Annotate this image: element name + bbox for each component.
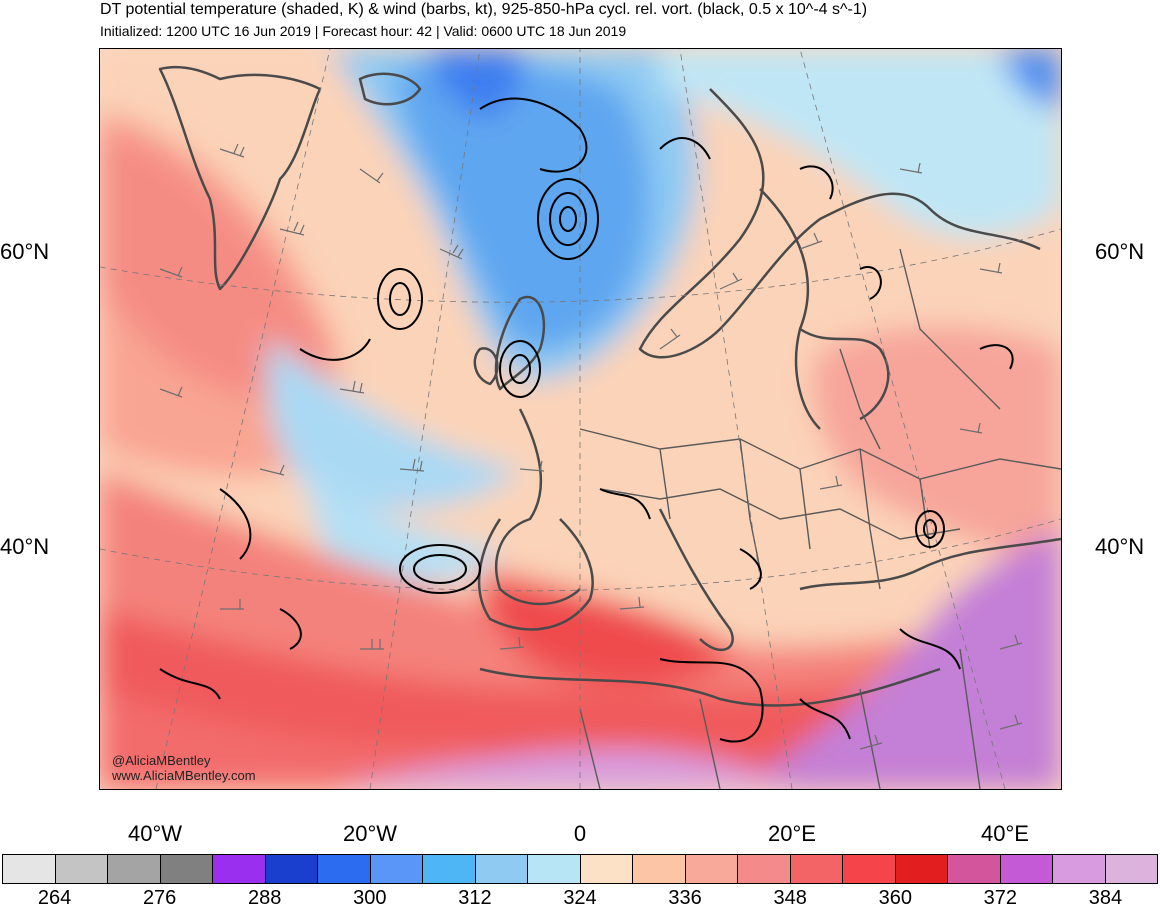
colorbar-cell	[842, 854, 895, 884]
colorbar-label: 360	[878, 887, 912, 909]
colorbar-cell	[264, 854, 317, 884]
lat-label-40n-right: 40°N	[1095, 534, 1145, 559]
colorbar-cell	[54, 854, 107, 884]
colorbar-cell	[947, 854, 1000, 884]
colorbar-cell	[107, 854, 160, 884]
lat-label-60n-right: 60°N	[1095, 239, 1145, 264]
vorticity-contours	[159, 97, 1014, 743]
colorbar-cell	[2, 854, 55, 884]
colorbar-label: 288	[248, 887, 282, 909]
colorbar-cell	[789, 854, 842, 884]
credit-website: www.AliciaMBentley.com	[112, 768, 256, 783]
colorbar-cell	[212, 854, 265, 884]
colorbar-cell	[474, 854, 527, 884]
map-title: DT potential temperature (shaded, K) & w…	[100, 1, 868, 18]
colorbar-cell	[579, 854, 632, 884]
colorbar-cell	[632, 854, 685, 884]
lon-label-20e: 20°E	[768, 821, 816, 846]
wind-barbs	[159, 143, 1023, 750]
theta-colorbar	[2, 854, 1158, 884]
colorbar-label: 348	[773, 887, 807, 909]
lon-label-40e: 40°E	[981, 821, 1029, 846]
colorbar-cell	[159, 854, 212, 884]
colorbar-label: 324	[563, 887, 597, 909]
colorbar-cell	[684, 854, 737, 884]
lon-label-0: 0	[573, 821, 587, 846]
map-canvas	[100, 49, 1061, 789]
colorbar-cell	[369, 854, 422, 884]
colorbar-cell	[1052, 854, 1105, 884]
map-subtitle: Initialized: 1200 UTC 16 Jun 2019 | Fore…	[100, 23, 627, 39]
colorbar-label: 336	[668, 887, 702, 909]
colorbar-label: 264	[37, 887, 72, 909]
country-borders	[579, 248, 1061, 789]
colorbar-label: 276	[142, 887, 177, 909]
graticule	[100, 49, 1061, 789]
credit-handle: @AliciaMBentley	[112, 753, 211, 768]
lat-label-60n-left: 60°N	[0, 239, 50, 264]
colorbar-cell	[527, 854, 580, 884]
colorbar-cell	[894, 854, 947, 884]
colorbar-cell	[422, 854, 475, 884]
colorbar-label: 384	[1088, 887, 1123, 909]
lat-label-40n-left: 40°N	[0, 534, 50, 559]
colorbar-label: 312	[458, 887, 492, 909]
lon-label-20w: 20°W	[342, 821, 398, 846]
colorbar-cell	[1104, 854, 1158, 884]
weather-map: @AliciaMBentley www.AliciaMBentley.com	[99, 48, 1062, 790]
colorbar-cell	[737, 854, 790, 884]
colorbar-label: 300	[353, 887, 387, 909]
theta-shading	[100, 49, 1061, 789]
lon-label-40w: 40°W	[127, 821, 183, 846]
coastlines	[158, 65, 1061, 707]
colorbar-cell	[317, 854, 370, 884]
colorbar-label: 372	[983, 887, 1018, 909]
colorbar-cell	[999, 854, 1052, 884]
